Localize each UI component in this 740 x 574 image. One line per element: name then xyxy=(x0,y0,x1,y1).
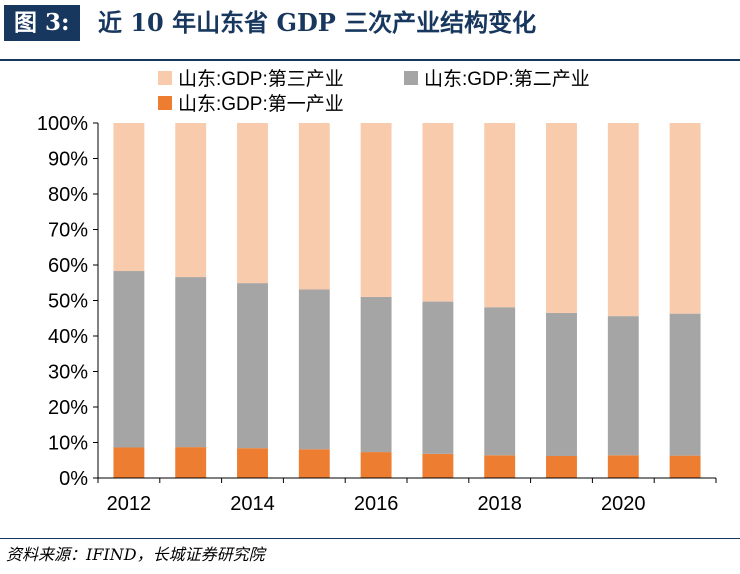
bar-2015-series-1 xyxy=(298,449,330,478)
y-tick-label: 80% xyxy=(48,184,88,206)
legend-swatch-series-2 xyxy=(404,71,418,85)
bar-2014-series-1 xyxy=(237,448,268,478)
y-tick-label: 20% xyxy=(48,397,88,419)
bar-2016-series-2 xyxy=(360,296,392,453)
legend-label-series-1: 山东:GDP:第一产业 xyxy=(178,93,344,115)
bar-2021-series-3 xyxy=(669,123,701,314)
x-tick-label: 2014 xyxy=(230,493,275,515)
y-tick-label: 90% xyxy=(48,149,88,171)
bar-2014-series-2 xyxy=(237,283,268,449)
y-tick-label: 100% xyxy=(37,113,88,135)
x-tick-label: 2012 xyxy=(107,493,152,515)
bar-2018-series-2 xyxy=(484,307,516,456)
y-tick-label: 60% xyxy=(48,255,88,277)
bar-2018-series-1 xyxy=(484,455,516,478)
bar-2015-series-3 xyxy=(298,123,330,290)
bar-2021-series-1 xyxy=(669,455,701,478)
axes: 0% 10% 20% 30% 40% 50% 60% 70% 80% 90% 100% 2012 201… xyxy=(37,113,717,515)
bar-2019-series-1 xyxy=(546,455,577,478)
x-tick-label: 2018 xyxy=(477,493,522,515)
legend-label-series-3: 山东:GDP:第三产业 xyxy=(178,68,344,90)
legend-label-series-2: 山东:GDP:第二产业 xyxy=(424,68,590,90)
source-note: 资料来源：IFIND，长城证券研究院 xyxy=(6,545,265,564)
bar-2018-series-3 xyxy=(484,123,516,308)
bottom-rule xyxy=(0,538,740,539)
bar-2013-series-3 xyxy=(175,123,207,278)
bar-2020-series-3 xyxy=(607,123,639,317)
legend-swatch-series-1 xyxy=(158,96,172,110)
bar-2013-series-1 xyxy=(175,447,207,478)
bar-2019-series-3 xyxy=(546,123,577,313)
top-rule xyxy=(0,59,740,61)
x-tick-label: 2020 xyxy=(601,493,646,515)
bar-2014-series-3 xyxy=(237,123,268,284)
bar-2012-series-1 xyxy=(113,447,145,478)
y-tick-label: 40% xyxy=(48,326,88,348)
legend-swatch-series-3 xyxy=(158,71,172,85)
x-tick-label: 2016 xyxy=(354,493,399,515)
bar-2012-series-2 xyxy=(113,271,145,448)
y-tick-label: 70% xyxy=(48,220,88,242)
bar-2020-series-2 xyxy=(607,316,639,456)
bars xyxy=(113,123,701,478)
bar-2019-series-2 xyxy=(546,312,577,456)
bar-2015-series-2 xyxy=(298,289,330,450)
bar-2013-series-2 xyxy=(175,277,207,448)
bar-2020-series-1 xyxy=(607,455,639,478)
y-tick-label: 30% xyxy=(48,362,88,384)
figure-title: 近 10 年山东省 GDP 三次产业结构变化 xyxy=(98,8,537,37)
figure-label: 图 3: xyxy=(4,5,80,41)
bar-2017-series-1 xyxy=(422,453,454,478)
y-tick-label: 0% xyxy=(59,468,88,490)
bar-2017-series-3 xyxy=(422,123,454,302)
bar-2017-series-2 xyxy=(422,301,454,454)
y-tick-label: 50% xyxy=(48,291,88,313)
bar-2012-series-3 xyxy=(113,123,145,272)
bar-2021-series-2 xyxy=(669,313,701,456)
y-tick-label: 10% xyxy=(48,433,88,455)
bar-2016-series-3 xyxy=(360,123,392,297)
figure-header: 图 3: 近 10 年山东省 GDP 三次产业结构变化 xyxy=(0,0,740,44)
bar-2016-series-1 xyxy=(360,452,392,478)
